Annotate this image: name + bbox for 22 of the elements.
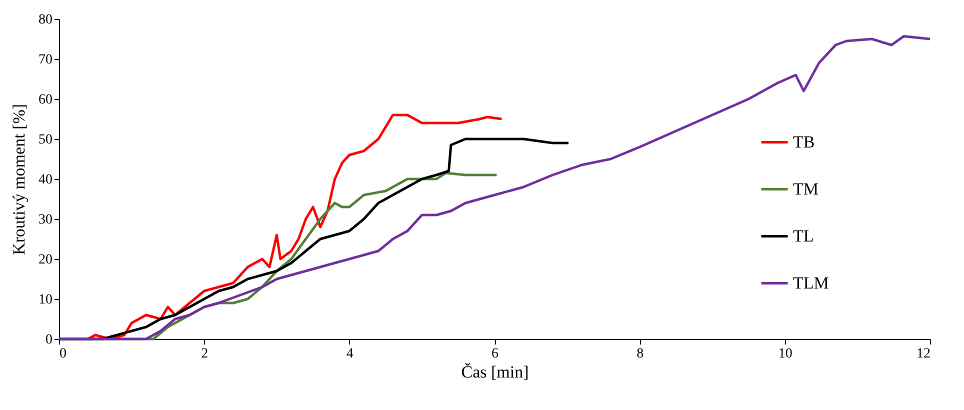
x-tick-label: 12 [916,346,930,362]
legend-label: TM [793,179,818,198]
x-tick-label: 6 [492,346,498,362]
legend-label: TL [793,226,814,246]
x-tick-label: 10 [778,346,792,362]
x-tick-label: 2 [201,346,208,362]
y-tick-label: 40 [38,172,52,188]
legend-label: TLM [793,273,829,292]
y-tick-label: 80 [38,12,52,28]
legend-label: TB [793,132,815,152]
y-tick-label: 30 [38,212,52,228]
y-axis-title: Kroutivý moment [%] [10,104,28,256]
y-tick-label: 70 [38,52,52,68]
x-tick-label: 8 [636,346,644,362]
y-tick-label: 10 [38,292,52,308]
y-tick-label: 20 [38,252,52,268]
y-tick-label: 60 [38,92,52,108]
x-tick-label: 4 [346,346,354,362]
x-axis-title: Čas [min] [461,362,529,382]
x-tick-label: 0 [60,346,66,362]
y-tick-label: 0 [46,332,52,348]
y-tick-label: 50 [38,132,52,148]
